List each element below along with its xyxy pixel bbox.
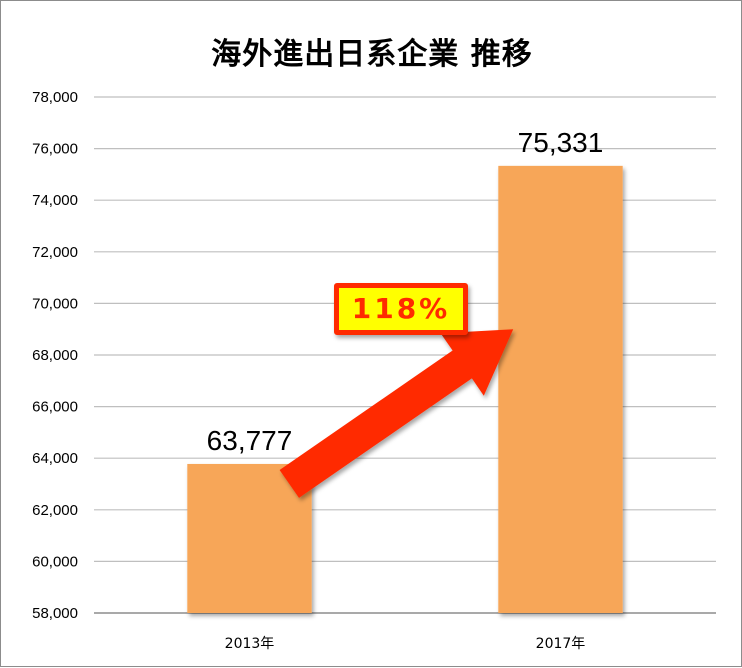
growth-arrow (279, 329, 514, 498)
y-tick-label: 74,000 (32, 192, 78, 209)
y-tick-label: 70,000 (32, 295, 78, 312)
y-tick-label: 66,000 (32, 399, 78, 416)
x-tick-label: 2013年 (225, 636, 275, 652)
y-tick-label: 68,000 (32, 347, 78, 364)
y-tick-label: 72,000 (32, 244, 78, 261)
x-tick-label: 2017年 (536, 636, 586, 652)
data-label: 75,331 (518, 127, 604, 158)
data-label: 63,777 (207, 425, 293, 456)
bar-1 (498, 165, 623, 613)
y-tick-label: 78,000 (32, 89, 78, 106)
y-tick-label: 58,000 (32, 605, 78, 622)
y-tick-label: 76,000 (32, 141, 78, 158)
y-tick-label: 62,000 (32, 502, 78, 519)
bar-0 (187, 463, 312, 613)
y-tick-label: 60,000 (32, 553, 78, 570)
growth-percentage-badge: 118% (334, 283, 468, 335)
chart-title: 海外進出日系企業 推移 (211, 37, 533, 72)
y-tick-label: 64,000 (32, 450, 78, 467)
